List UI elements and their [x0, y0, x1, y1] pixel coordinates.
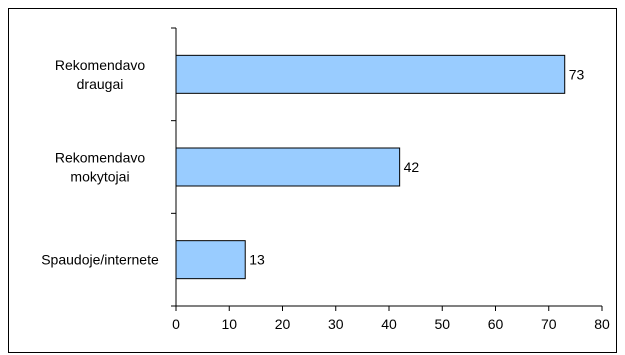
x-tick-label: 20: [275, 316, 291, 332]
category-label-line: draugai: [77, 76, 124, 92]
axes-layer: [171, 27, 603, 311]
bar-2: [175, 147, 401, 187]
category-label-1: Rekomendavo draugai: [55, 57, 145, 92]
labels-layer: 73 Rekomendavo draugai 42 Rekomendavo mokytoj…: [41, 57, 610, 332]
x-tick-label: 60: [488, 316, 504, 332]
category-label-line: mokytojai: [70, 169, 129, 185]
x-tick-label: 80: [594, 316, 610, 332]
category-label-line: Rekomendavo: [55, 150, 145, 166]
category-label-3: Spaudoje/internete: [41, 252, 159, 268]
x-tick-label: 10: [221, 316, 237, 332]
bar-1: [175, 54, 566, 94]
x-tick-label: 50: [434, 316, 450, 332]
category-label-2: Rekomendavo mokytojai: [55, 150, 145, 185]
x-tick-label: 40: [381, 316, 397, 332]
data-label-1: 73: [569, 66, 585, 82]
bar-3: [175, 240, 246, 280]
data-label-3: 13: [249, 252, 265, 268]
data-label-2: 42: [404, 159, 420, 175]
category-label-line: Spaudoje/internete: [41, 252, 159, 268]
bars-layer: [175, 54, 566, 280]
x-tick-label: 70: [541, 316, 557, 332]
x-tick-label: 0: [172, 316, 180, 332]
category-label-line: Rekomendavo: [55, 57, 145, 73]
x-tick-label: 30: [328, 316, 344, 332]
